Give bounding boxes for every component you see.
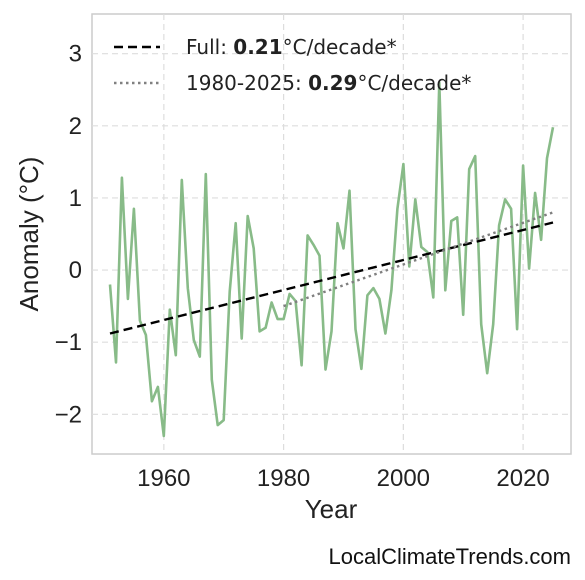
series-lines — [108, 81, 555, 438]
legend-prefix: Full: — [186, 35, 233, 59]
grid — [92, 14, 571, 454]
plot-area — [91, 13, 572, 455]
legend-rate: 0.29 — [308, 71, 357, 95]
legend-rate: 0.21 — [233, 35, 282, 59]
anomaly-line — [108, 81, 555, 438]
y-tick-label: 0 — [69, 257, 82, 284]
x-axis-label: Year — [305, 494, 358, 524]
y-tick-label: −2 — [55, 401, 82, 428]
legend-entry: Full: 0.21°C/decade* — [186, 35, 397, 59]
y-tick-label: 1 — [69, 185, 82, 212]
x-tick-label: 1960 — [137, 465, 190, 492]
legend: Full: 0.21°C/decade*1980-2025: 0.29°C/de… — [114, 35, 471, 95]
legend-unit: °C/decade* — [283, 35, 397, 59]
x-tick-label: 2000 — [377, 465, 430, 492]
y-axis-label: Anomaly (°C) — [14, 157, 44, 312]
legend-entry: 1980-2025: 0.29°C/decade* — [186, 71, 471, 95]
site-credit: LocalClimateTrends.com — [328, 544, 572, 569]
y-tick-label: −1 — [55, 329, 82, 356]
x-tick-label: 2020 — [496, 465, 549, 492]
x-tick-label: 1980 — [257, 465, 310, 492]
y-tick-label: 3 — [69, 41, 82, 68]
full-trend-line — [109, 221, 554, 335]
tick-labels: 1960 1980 2000 2020 −2 −1 0 1 2 3 — [55, 41, 550, 492]
y-tick-label: 2 — [69, 113, 82, 140]
legend-unit: °C/decade* — [357, 71, 471, 95]
legend-prefix: 1980-2025: — [186, 71, 308, 95]
